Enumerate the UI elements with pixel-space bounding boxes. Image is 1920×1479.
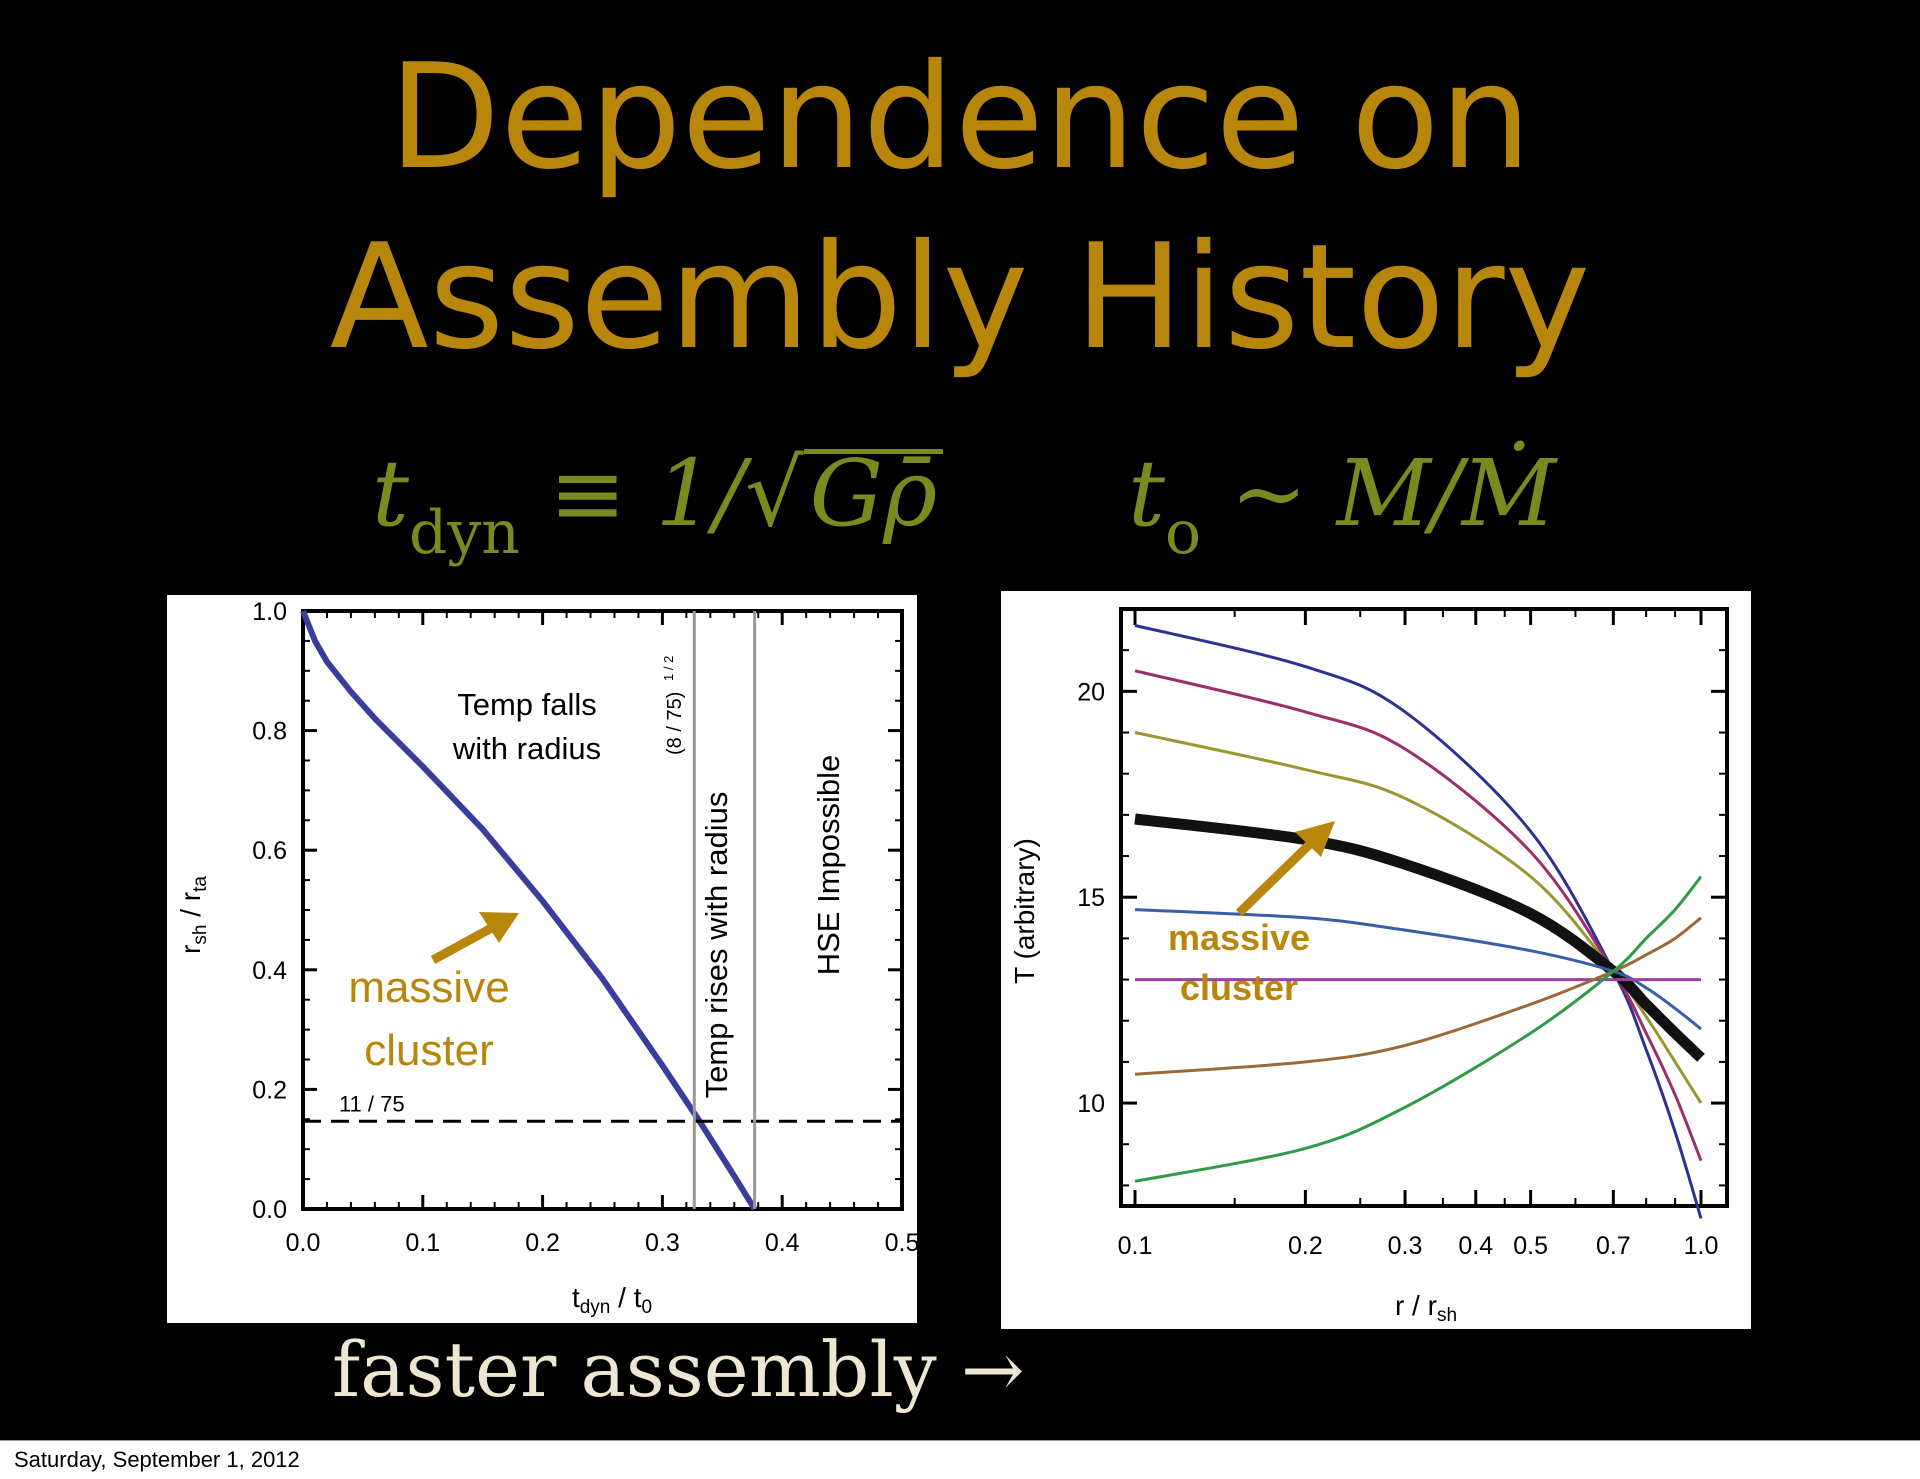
y-tick-label: 0.0: [252, 1196, 287, 1224]
date-label: Saturday, September 1, 2012: [14, 1447, 300, 1472]
plot-frame: [1119, 607, 1729, 1208]
shock-radius-curve: [300, 609, 758, 1211]
y-tick-label: 10: [1077, 1090, 1105, 1118]
temperature-profile-7: [1134, 875, 1703, 1183]
cluster-label: cluster: [1180, 967, 1298, 1008]
massive-label: massive: [1168, 917, 1310, 958]
title-line-1: Dependence on: [388, 33, 1532, 202]
x-tick-label: 0.5: [1513, 1232, 1548, 1260]
x-tick-label: 0.1: [405, 1229, 440, 1257]
eq-left-symbol: t: [372, 440, 409, 547]
cluster-arrow-head: [479, 912, 519, 943]
massive-label: massive: [348, 963, 509, 1012]
eq-left-mid: ≡ 1/√: [519, 440, 804, 547]
faster-assembly-caption: faster assembly →: [332, 1325, 1025, 1414]
x-tick-label: 0.4: [1458, 1232, 1493, 1260]
cluster-arrow-shaft: [430, 921, 500, 964]
x-tick-label: 0.3: [645, 1229, 680, 1257]
massive-cluster-profile: [1134, 813, 1705, 1062]
equation-assembly-time: to ~ M/Ṁ: [1128, 440, 1556, 568]
y-axis-label: T (arbitrary): [1009, 838, 1040, 984]
left-chart-panel: 0.0 0.1 0.2 0.3 0.4 0.5 0.0 0.2 0.4 0.6 0.8 1.0 11 …: [167, 595, 919, 1323]
region-rises-label: Temp rises with radius: [699, 792, 734, 1099]
shock-radius-chart: 0.0 0.1 0.2 0.3 0.4 0.5 0.0 0.2 0.4 0.6 0.8 1.0 11 …: [175, 598, 919, 1318]
temperature-profile-4: [1134, 908, 1702, 1031]
y-axis-label: rsh / rta: [175, 876, 211, 954]
x-tick-label: 0.2: [525, 1229, 560, 1257]
x-tick-label: 0.5: [885, 1229, 917, 1257]
cluster-label: cluster: [364, 1026, 494, 1075]
region-falls-line2: with radius: [452, 731, 601, 766]
equation-dynamical-time: tdyn ≡ 1/√Gρ̄: [372, 440, 944, 568]
x-tick-label: 0.0: [286, 1229, 321, 1257]
region-falls-line1: Temp falls: [457, 687, 597, 722]
x-tick-label: 0.3: [1388, 1232, 1423, 1260]
y-tick-label: 15: [1077, 884, 1105, 912]
region-impossible-label: HSE Impossible: [811, 755, 846, 976]
threshold-label: 11 / 75: [339, 1091, 405, 1116]
temperature-profile-2: [1134, 731, 1703, 1104]
eq-right-symbol: t: [1128, 440, 1165, 547]
cluster-arrow-shaft: [1235, 839, 1315, 917]
critical-time-exponent: 1 / 2: [661, 656, 676, 681]
y-tick-label: 20: [1077, 678, 1105, 706]
critical-time-label: (8 / 75): [664, 692, 686, 755]
y-tick-label: 0.2: [252, 1076, 287, 1104]
x-tick-label: 1.0: [1684, 1232, 1719, 1260]
temperature-profile-chart: 0.1 0.2 0.3 0.4 0.5 0.7 1.0 10 15 20 massive clus…: [1009, 607, 1729, 1326]
y-tick-label: 1.0: [252, 598, 287, 626]
eq-left-subscript: dyn: [408, 498, 520, 568]
x-axis-label: tdyn / t0: [572, 1282, 652, 1318]
x-axis-label: r / rsh: [1395, 1290, 1457, 1326]
temperature-profile-0: [1134, 624, 1703, 1219]
x-tick-label: 0.1: [1118, 1232, 1153, 1260]
status-bar: Saturday, September 1, 2012: [0, 1440, 1920, 1479]
y-tick-label: 0.4: [252, 957, 287, 985]
cluster-arrow-head: [1295, 821, 1335, 857]
y-tick-label: 0.8: [252, 718, 287, 746]
eq-left-radicand: Gρ̄: [803, 448, 944, 540]
eq-right-subscript: o: [1164, 498, 1202, 568]
right-chart-panel: 0.1 0.2 0.3 0.4 0.5 0.7 1.0 10 15 20 massive clus…: [1001, 591, 1751, 1329]
y-tick-label: 0.6: [252, 837, 287, 865]
temperature-profile-1: [1134, 669, 1703, 1162]
slide-title: Dependence on Assembly History: [0, 28, 1920, 388]
temperature-profile-6: [1134, 916, 1702, 1076]
x-tick-label: 0.2: [1288, 1232, 1323, 1260]
eq-right-rest: ~ M/Ṁ: [1201, 440, 1557, 547]
x-tick-label: 0.7: [1596, 1232, 1631, 1260]
title-line-2: Assembly History: [329, 213, 1591, 382]
x-tick-label: 0.4: [765, 1229, 800, 1257]
